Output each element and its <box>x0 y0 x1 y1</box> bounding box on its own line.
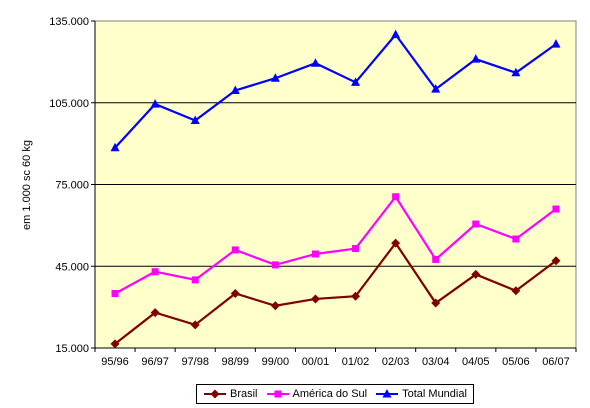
series-line <box>114 194 557 295</box>
legend-swatch <box>204 389 226 399</box>
y-tick-label: 75.000 <box>55 180 89 192</box>
data-point <box>391 29 401 39</box>
data-point <box>310 294 320 304</box>
data-point <box>432 255 440 263</box>
data-point <box>431 84 441 93</box>
legend-item: Brasil <box>203 388 258 400</box>
y-tick-label: 105.000 <box>49 98 89 110</box>
data-point <box>471 54 481 63</box>
x-tick-label: 03/04 <box>422 356 450 368</box>
data-point <box>551 39 561 48</box>
data-point <box>151 268 159 276</box>
data-point <box>472 220 480 228</box>
legend-swatch <box>376 389 399 398</box>
data-point <box>352 245 360 253</box>
legend-item: América do Sul <box>266 388 368 400</box>
data-point <box>552 205 560 213</box>
legend-label: Total Mundial <box>402 388 467 400</box>
data-point <box>274 390 282 398</box>
data-point <box>150 99 160 108</box>
data-point <box>230 289 240 298</box>
data-point <box>511 67 521 77</box>
data-point <box>391 238 401 248</box>
legend-label: América do Sul <box>292 388 368 400</box>
data-point <box>512 235 520 243</box>
data-point <box>190 115 200 124</box>
x-tick-label: 00/01 <box>302 356 330 368</box>
data-point <box>150 308 160 318</box>
series-line <box>114 32 557 149</box>
x-tick-label: 02/03 <box>382 356 410 368</box>
x-tick-label: 06/07 <box>542 356 570 368</box>
data-point <box>431 298 441 308</box>
legend: Brasil América do Sul Total Mundial <box>196 384 474 404</box>
data-point <box>191 276 199 284</box>
data-point <box>270 73 280 82</box>
series-square <box>111 193 560 297</box>
data-point <box>230 85 240 94</box>
data-point <box>311 250 319 258</box>
data-point <box>111 290 119 297</box>
data-point <box>382 389 392 398</box>
data-point <box>551 256 561 266</box>
data-point <box>511 286 521 296</box>
data-point <box>471 269 481 279</box>
data-point <box>231 246 239 254</box>
y-axis-label: em 1.000 sc 60 kg <box>21 140 33 230</box>
data-point <box>110 142 120 152</box>
series-line <box>114 241 557 345</box>
y-tick-label: 45.000 <box>55 261 89 273</box>
legend-swatch <box>266 390 289 398</box>
x-tick-label: 97/98 <box>181 356 209 368</box>
legend-item: Total Mundial <box>375 388 467 400</box>
data-point <box>270 301 280 311</box>
data-point <box>392 193 400 201</box>
data-point <box>110 339 120 349</box>
data-point <box>310 58 320 67</box>
data-point <box>190 320 200 330</box>
series-triangle <box>110 29 561 152</box>
x-tick-label: 04/05 <box>462 356 490 368</box>
x-tick-label: 05/06 <box>502 356 530 368</box>
y-tick-label: 15.000 <box>55 343 89 355</box>
series-diamond <box>110 238 561 349</box>
x-tick-label: 99/00 <box>262 356 290 368</box>
x-tick-label: 95/96 <box>101 356 129 368</box>
x-tick-label: 96/97 <box>141 356 169 368</box>
data-point <box>271 261 279 269</box>
data-point <box>351 77 361 86</box>
data-point <box>210 389 220 399</box>
x-tick-label: 01/02 <box>342 356 370 368</box>
legend-label: Brasil <box>230 388 258 400</box>
x-tick-label: 98/99 <box>222 356 250 368</box>
data-point <box>351 291 361 301</box>
y-tick-label: 135.000 <box>49 16 89 28</box>
